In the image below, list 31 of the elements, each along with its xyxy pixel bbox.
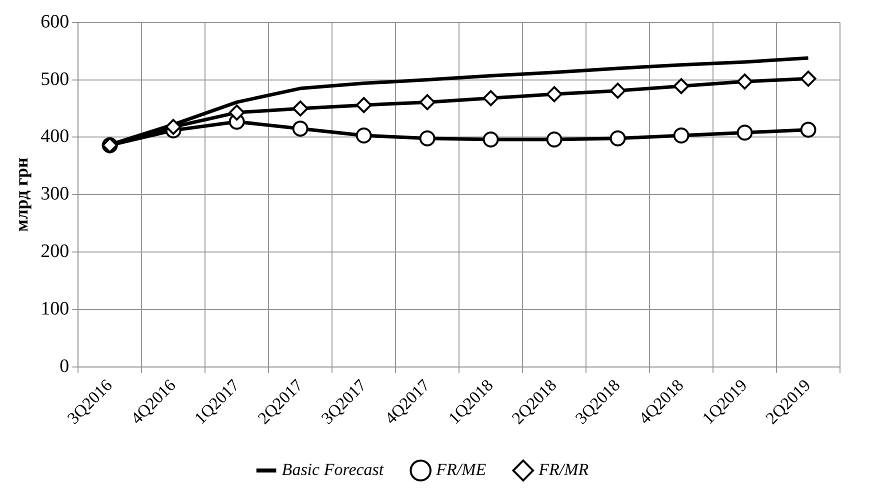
legend-label: Basic Forecast	[282, 460, 385, 479]
point	[292, 120, 308, 137]
point	[673, 127, 690, 144]
point	[419, 130, 436, 146]
point	[419, 94, 436, 110]
y-tick-label: 200	[40, 241, 70, 262]
point	[165, 118, 182, 135]
point	[800, 122, 816, 138]
y-tick-label: 100	[40, 298, 70, 320]
point	[673, 78, 690, 94]
point	[356, 127, 372, 144]
legend-label: FR/MR	[538, 460, 590, 479]
y-tick-label: 500	[40, 68, 70, 90]
point	[482, 90, 499, 106]
point	[292, 100, 308, 117]
y-tick-label: 600	[40, 11, 70, 32]
point	[546, 86, 562, 102]
point	[610, 130, 626, 146]
point	[356, 97, 372, 114]
y-tick-label: 400	[40, 126, 70, 148]
legend-label: FR/ME	[435, 460, 487, 479]
y-axis-title: млрд грн	[11, 157, 32, 232]
point	[546, 132, 562, 148]
point	[736, 124, 753, 141]
point	[482, 132, 499, 148]
y-tick-label: 0	[60, 356, 70, 377]
point	[228, 104, 245, 121]
point	[800, 70, 816, 87]
y-tick-label: 300	[40, 184, 70, 205]
point	[610, 82, 626, 99]
point	[736, 74, 753, 90]
